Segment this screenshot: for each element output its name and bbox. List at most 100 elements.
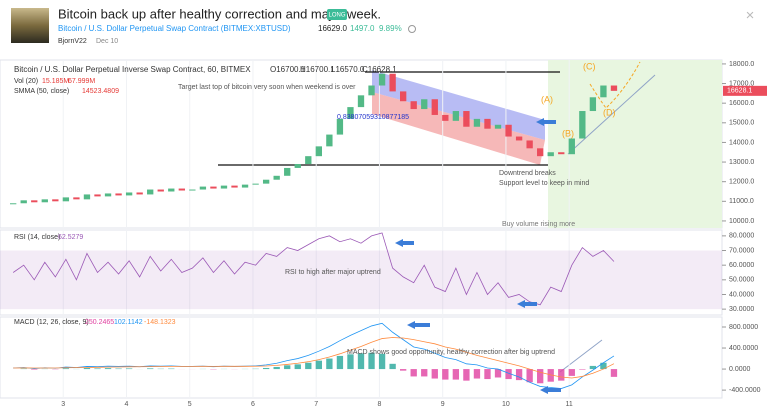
close-button[interactable]: × [746,7,755,24]
candle [94,194,101,197]
candle [273,175,280,180]
candle [20,200,27,204]
histogram-bar [579,369,586,370]
annotation: MACD shows good opportunity, healthy cor… [347,349,555,356]
annotation: RSI to high after major uptrend [285,269,381,276]
candle [473,118,481,127]
histogram-bar [421,369,428,377]
channel-lower [372,92,545,165]
target-zone [548,60,722,228]
ohlc: O16700.1 [270,65,306,74]
y-tick-label: 800.0000 [729,324,758,331]
candle [389,73,396,92]
candle [568,138,575,155]
histogram-bar [31,369,38,370]
histogram-bar [125,368,133,370]
last-price-box [723,85,767,96]
last-price: 16628.1 [727,88,752,95]
chart-title: Bitcoin / U.S. Dollar Perpetual Inverse … [14,65,251,74]
histogram-bar [452,369,460,380]
candle [136,192,143,195]
histogram-bar [347,354,354,370]
histogram-bar [399,369,407,371]
rsi-pane [0,229,723,316]
histogram-bar [378,353,386,370]
rsi-line [12,232,615,306]
symbol[interactable]: Bitcoin / U.S. Dollar Perpetual Swap Con… [58,24,291,33]
annotation: Buy volume rising more [502,221,575,228]
histogram-bar [368,352,375,370]
arrow [540,386,561,394]
sma-legend: 14523.4809 [82,88,119,95]
ohlc: H16700.1 [300,65,335,74]
candle [547,152,554,157]
candle [494,124,502,129]
alert-icon[interactable] [408,25,416,33]
x-tick-label: 4 [125,401,129,408]
annotation: Target last top of bitcoin very soon whe… [178,84,356,91]
candle [73,197,80,200]
histogram-bar [494,369,502,378]
histogram-bar [589,365,597,370]
x-tick-label: 5 [188,401,192,408]
candle [336,118,344,135]
histogram-bar [410,369,417,377]
candle [505,124,512,137]
y-tick-label: 10000.0 [729,218,754,225]
histogram-bar [389,363,396,370]
histogram-bar [526,369,533,383]
histogram-bar [473,369,481,379]
candle [305,156,312,165]
histogram-bar [610,369,618,377]
arrow [395,239,414,247]
y-tick-label: 30.0000 [729,306,754,313]
y-tick-label: -400.0000 [729,387,761,394]
x-tick-label: 11 [566,401,573,408]
candle [579,111,586,139]
macd-arrow [559,339,603,373]
candle [484,118,491,129]
histogram-bar [83,368,91,370]
y-tick-label: 40.0000 [729,291,754,298]
x-tick-label: 3 [61,401,65,408]
x-tick-label: 10 [502,401,510,408]
y-tick-label: 15000.0 [729,120,754,127]
price: 16629.0 [318,24,347,33]
histogram-bar [336,355,344,370]
thumbnail[interactable] [11,8,49,43]
histogram-bar [600,362,607,370]
change: 1497.0 [350,24,375,33]
author[interactable]: BjornV22 [58,38,87,45]
candle [284,167,291,176]
histogram-bar [273,366,280,370]
histogram-bar [94,368,101,370]
macd-line [13,322,615,389]
y-tick-label: 60.0000 [729,262,754,269]
candle [10,203,17,205]
y-tick-label: 80.0000 [729,233,754,240]
candle [252,183,259,185]
x-tick-label: 8 [377,401,381,408]
badge: LONG [328,13,345,19]
candle [315,146,323,157]
histogram-bar [284,365,291,370]
annotation: (A) [541,94,553,104]
y-tick-label: 400.0000 [729,345,758,352]
candle [125,192,133,196]
macd-legend: MACD (12, 26, close, 9) [14,319,89,326]
arrow [407,321,430,329]
candle [452,111,460,121]
candle [526,140,533,149]
y-tick-label: 70.0000 [729,247,754,254]
candle [515,136,523,141]
candle [589,97,597,112]
change-pct: 9.89% [379,24,402,33]
annotation: 0.83807059310877185 [337,114,409,121]
candle [378,73,386,86]
date: Dec 10 [96,38,118,45]
annotation: Downtrend breaks [499,170,556,177]
histogram-bar [315,360,323,370]
candle [262,179,270,184]
sma-legend: SMMA (50, close) [14,88,69,95]
candle [294,164,301,168]
